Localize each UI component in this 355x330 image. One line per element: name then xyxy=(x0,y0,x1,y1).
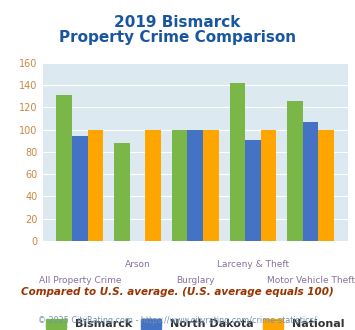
Bar xyxy=(72,136,88,241)
Text: All Property Crime: All Property Crime xyxy=(39,276,121,284)
Bar xyxy=(245,140,261,241)
Text: Property Crime Comparison: Property Crime Comparison xyxy=(59,30,296,45)
Bar xyxy=(230,83,245,241)
Bar xyxy=(203,129,219,241)
Legend: Bismarck, North Dakota, National: Bismarck, North Dakota, National xyxy=(42,314,349,330)
Text: © 2025 CityRating.com - https://www.cityrating.com/crime-statistics/: © 2025 CityRating.com - https://www.city… xyxy=(38,316,317,325)
Bar xyxy=(318,129,334,241)
Bar xyxy=(172,129,187,241)
Text: Arson: Arson xyxy=(125,260,151,269)
Bar xyxy=(88,129,103,241)
Bar xyxy=(114,143,130,241)
Text: Compared to U.S. average. (U.S. average equals 100): Compared to U.S. average. (U.S. average … xyxy=(21,287,334,297)
Text: Larceny & Theft: Larceny & Theft xyxy=(217,260,289,269)
Bar xyxy=(187,129,203,241)
Text: 2019 Bismarck: 2019 Bismarck xyxy=(114,15,241,30)
Bar xyxy=(145,129,161,241)
Text: Burglary: Burglary xyxy=(176,276,214,284)
Text: Motor Vehicle Theft: Motor Vehicle Theft xyxy=(267,276,355,284)
Bar xyxy=(261,129,276,241)
Bar xyxy=(287,101,303,241)
Bar xyxy=(56,95,72,241)
Bar xyxy=(303,122,318,241)
